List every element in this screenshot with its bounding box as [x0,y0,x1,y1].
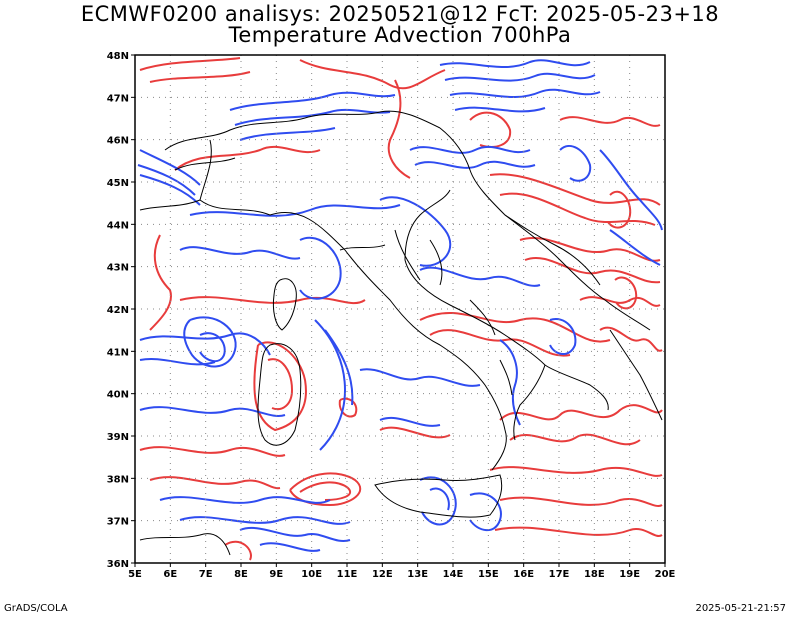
lat-tick-label: 43N [107,263,129,274]
footer-left: GrADS/COLA [4,603,68,614]
lon-tick-label: 9E [269,569,283,580]
lat-tick-label: 47N [107,93,129,104]
lat-tick-label: 39N [107,432,129,443]
lat-tick-label: 42N [107,305,129,316]
lon-tick-label: 15E [478,569,499,580]
footer-right: 2025-05-21-21:57 [695,603,786,614]
lon-tick-label: 20E [655,569,676,580]
map-title: ECMWF0200 analisys: 20250521@12 FcT: 202… [80,2,720,26]
lat-tick-label: 44N [107,220,129,231]
axis-ticks [131,54,666,567]
lon-tick-label: 5E [128,569,142,580]
lon-tick-label: 7E [199,569,213,580]
lat-tick-label: 41N [107,347,129,358]
lat-lon-grid [135,55,665,563]
lon-tick-label: 16E [513,569,534,580]
lat-tick-label: 45N [107,178,129,189]
advection-contours [137,57,663,561]
lon-tick-label: 18E [584,569,605,580]
lon-tick-label: 8E [234,569,248,580]
lat-tick-label: 40N [107,390,129,401]
lat-tick-label: 36N [107,559,129,570]
lon-tick-label: 17E [549,569,570,580]
lat-tick-label: 38N [107,474,129,485]
lat-tick-label: 37N [107,517,129,528]
lon-tick-label: 10E [301,569,322,580]
latitude-labels: 36N 37N 38N 39N 40N 41N 42N 43N 44N 45N 46N 47N 48N [107,51,129,570]
lon-tick-label: 12E [372,569,393,580]
map-subtitle: Temperature Advection 700hPa [228,23,572,47]
cold-advection-contours [137,59,663,552]
lon-tick-label: 13E [407,569,428,580]
coastline [139,110,663,556]
lon-tick-label: 14E [443,569,464,580]
warm-advection-contours [139,57,663,561]
longitude-labels: 5E 6E 7E 8E 9E 10E 11E 12E 13E 14E 15E 16E 17E 18E 19E… [128,569,675,580]
lat-tick-label: 46N [107,136,129,147]
lon-tick-label: 19E [619,569,640,580]
lat-tick-label: 48N [107,51,129,62]
lon-tick-label: 6E [163,569,177,580]
lon-tick-label: 11E [337,569,358,580]
